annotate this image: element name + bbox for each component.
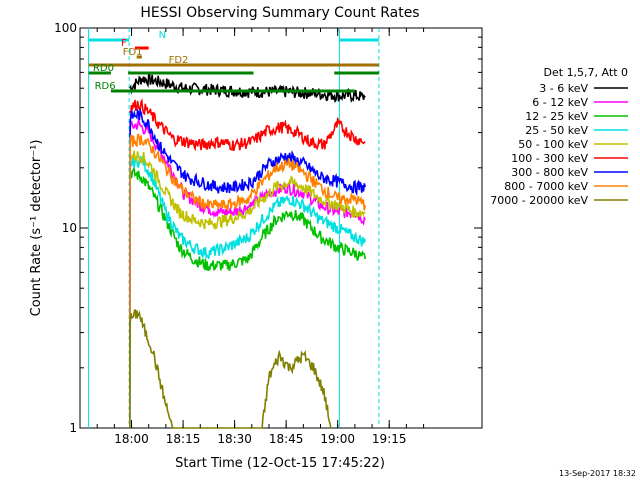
legend-label: 800 - 7000 keV: [504, 180, 588, 193]
flag-label: RD0: [93, 63, 114, 74]
series-line: [129, 133, 366, 429]
y-tick-label: 100: [54, 21, 77, 35]
y-tick-label: 1: [69, 421, 77, 435]
flag-label: FD2: [169, 55, 189, 66]
flag-label: FD1: [123, 47, 143, 58]
y-axis: 1 10 100: [54, 21, 482, 435]
legend-label: 12 - 25 keV: [525, 110, 588, 123]
series-line: [129, 150, 366, 231]
chart-title: HESSI Observing Summary Count Rates: [140, 5, 419, 21]
flag-label: F: [121, 38, 127, 49]
x-axis: 18:00 18:15 18:30 18:45 19:00 19:15: [96, 28, 425, 446]
x-tick-label: 18:30: [217, 432, 252, 446]
legend-label: 6 - 12 keV: [532, 96, 588, 109]
flag-label: N: [159, 30, 166, 41]
x-tick-label: 18:45: [269, 432, 304, 446]
legend-label: 7000 - 20000 keV: [490, 194, 588, 207]
series-line: [129, 155, 366, 260]
legend-label: 3 - 6 keV: [539, 82, 588, 95]
footer-date: 13-Sep-2017 18:32: [559, 469, 636, 478]
y-axis-label: Count Rate (s⁻¹ detector⁻¹): [29, 140, 44, 317]
x-tick-label: 18:00: [114, 432, 149, 446]
x-tick-label: 18:15: [166, 432, 201, 446]
series-line: [129, 309, 332, 429]
x-tick-label: 19:00: [320, 432, 355, 446]
legend-label: 300 - 800 keV: [511, 166, 588, 179]
x-axis-label: Start Time (12-Oct-15 17:45:22): [175, 456, 385, 471]
legend-label: 25 - 50 keV: [525, 124, 588, 137]
legend-title: Det 1,5,7, Att 0: [544, 66, 628, 79]
legend-label: 50 - 100 keV: [518, 138, 588, 151]
series-line: [129, 98, 366, 152]
series-line: [129, 107, 366, 429]
x-tick-label: 19:15: [372, 432, 407, 446]
series-line: [129, 166, 366, 272]
y-tick-label: 10: [62, 221, 77, 235]
series-line: [129, 73, 366, 104]
legend-label: 100 - 300 keV: [511, 152, 588, 165]
flag-label: RD6: [95, 81, 116, 92]
